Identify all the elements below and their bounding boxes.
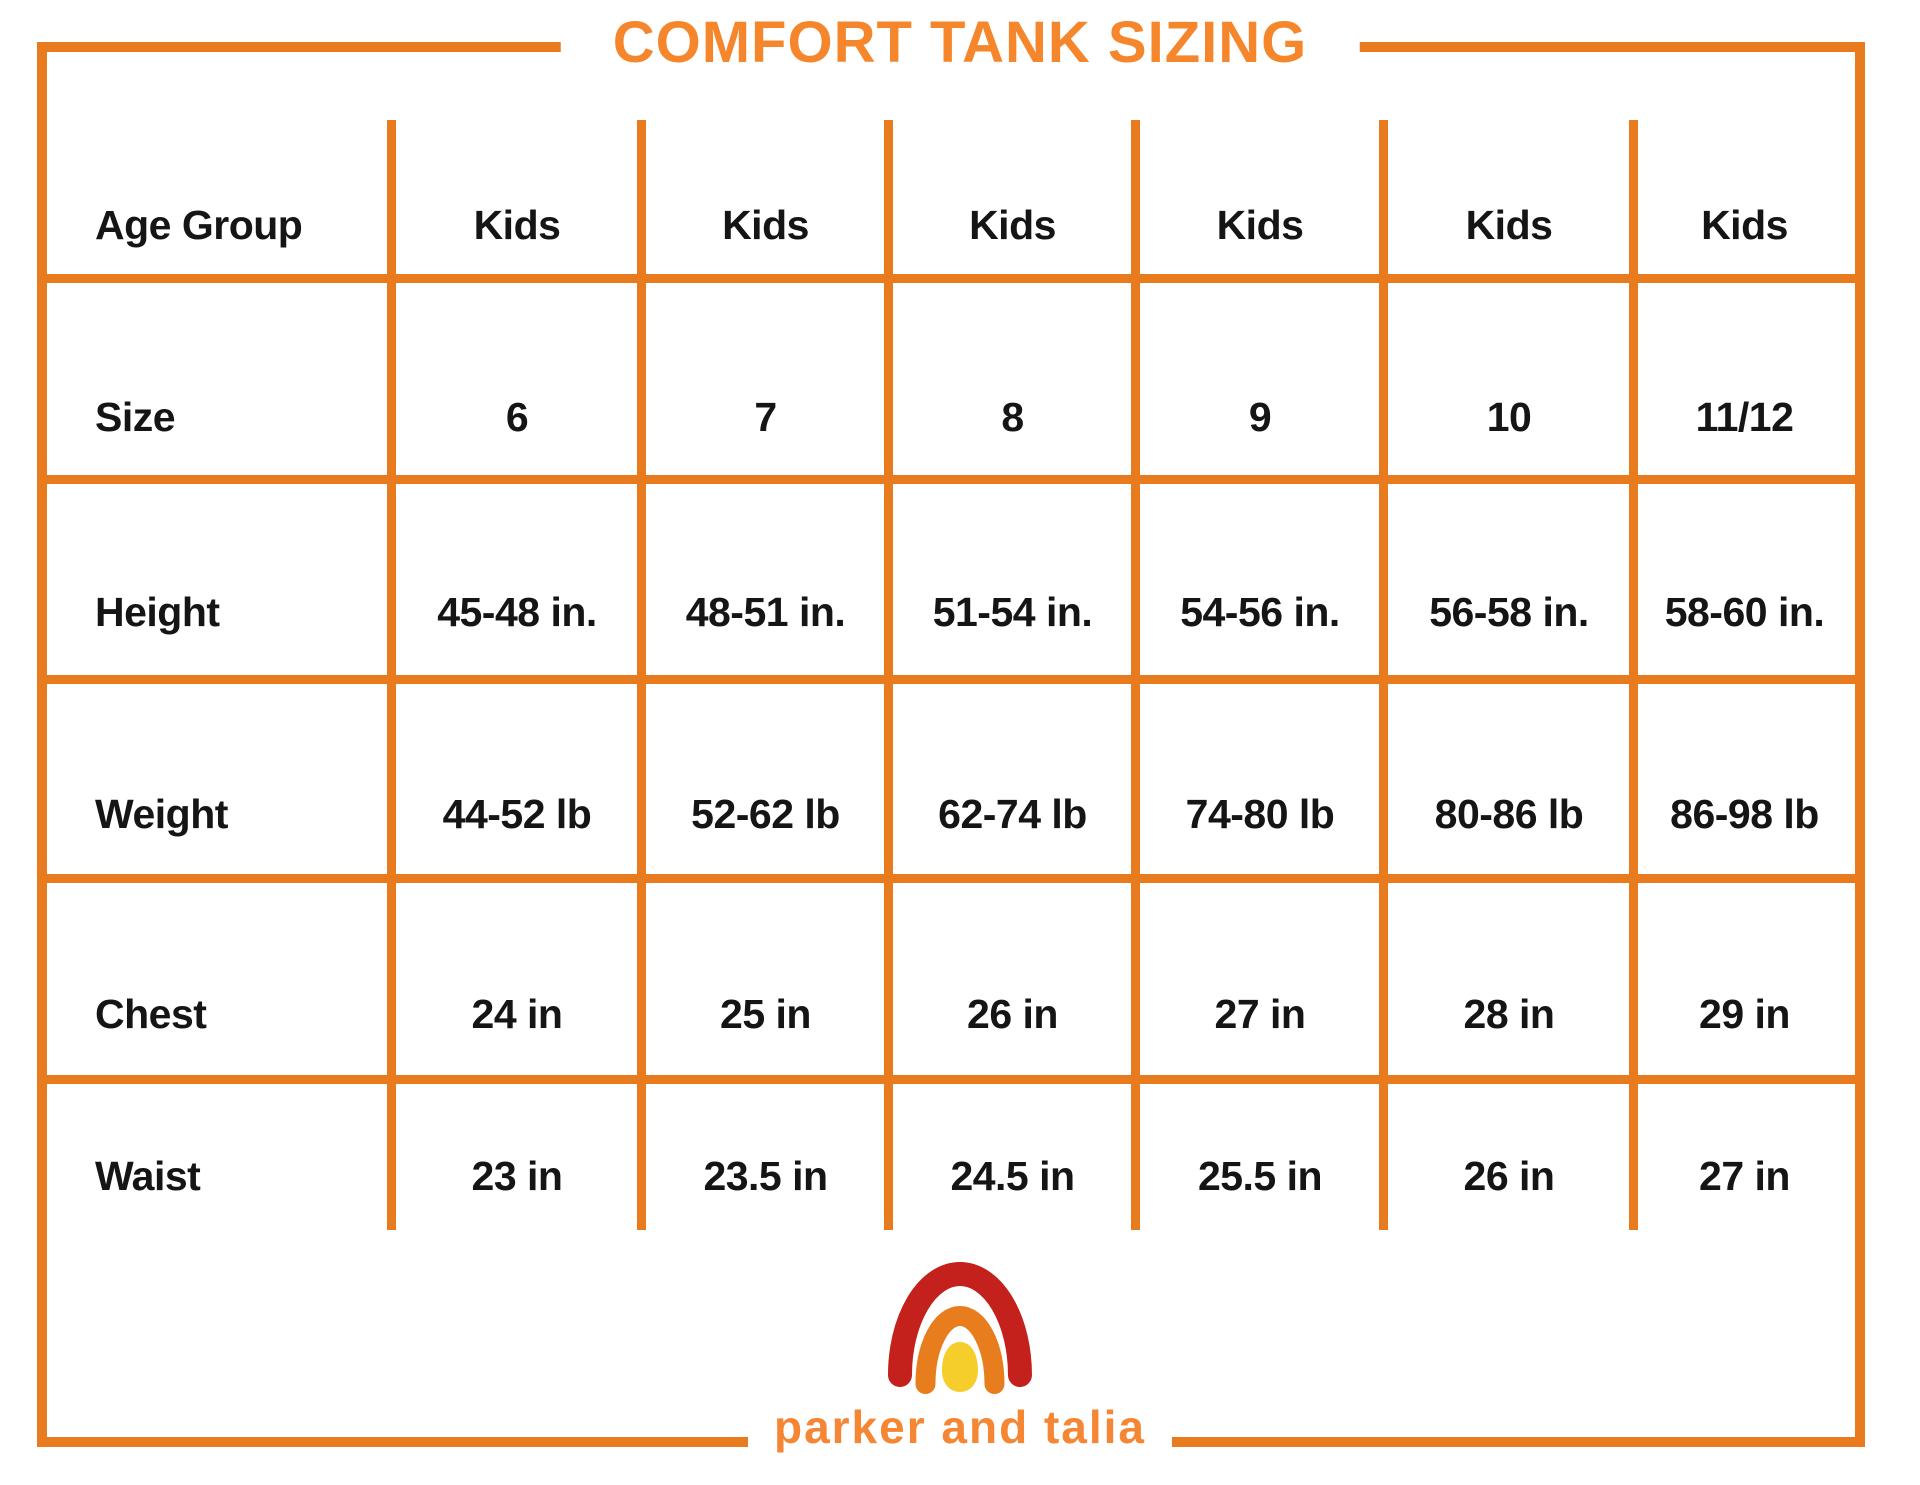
column-divider-line — [884, 120, 893, 1230]
table-cell: 86-98 lb — [1670, 790, 1819, 837]
table-cell: 26 in — [1463, 1152, 1555, 1199]
table-cell: 27 in — [1214, 990, 1306, 1037]
table-cell: 74-80 lb — [1185, 790, 1335, 837]
table-cell: 62-74 lb — [938, 790, 1087, 837]
table-cell: Kids — [722, 201, 809, 248]
table-cell: 24.5 in — [950, 1152, 1075, 1199]
rainbow-logo-icon — [887, 1262, 1032, 1394]
table-cell: Kids — [1216, 201, 1304, 248]
table-cell: Kids — [1465, 201, 1553, 248]
table-row: Height 45-48 in. 48-51 in. 51-54 in. 54-56 i… — [47, 480, 1855, 680]
row-divider-line — [47, 1075, 1855, 1084]
sizing-table: Age Group Kids Kids Kids Kids Kids Kids Size 6 7 8… — [47, 52, 1855, 1437]
row-label: Size — [95, 393, 176, 440]
table-cell: 27 in — [1699, 1152, 1790, 1199]
table-cell: Kids — [1701, 201, 1788, 248]
rainbow-sun-blob — [941, 1342, 978, 1392]
table-cell: Kids — [473, 201, 561, 248]
column-divider-line — [1629, 120, 1638, 1230]
table-row: Weight 44-52 lb 52-62 lb 62-74 lb 74-80 lb 80… — [47, 680, 1855, 879]
table-cell: 44-52 lb — [442, 790, 592, 837]
table-cell: 26 in — [967, 990, 1058, 1037]
table-cell: 52-62 lb — [691, 790, 840, 837]
table-cell: 8 — [1001, 393, 1024, 440]
table-cell: 25.5 in — [1197, 1152, 1323, 1199]
table-cell: 6 — [505, 393, 529, 440]
page-title: COMFORT TANK SIZING — [560, 8, 1360, 78]
brand-logo: parker and talia — [747, 1262, 1173, 1456]
table-cell: 54-56 in. — [1180, 588, 1340, 635]
row-label: Age Group — [95, 201, 303, 248]
column-divider-line — [637, 120, 646, 1230]
table-cell: 51-54 in. — [932, 588, 1093, 635]
row-label: Weight — [95, 790, 228, 837]
row-label: Height — [95, 588, 220, 635]
row-divider-line — [47, 475, 1855, 484]
row-label: Waist — [95, 1152, 201, 1199]
rainbow-outer-arc — [887, 1262, 1032, 1387]
table-cell: 9 — [1248, 393, 1272, 440]
table-row: Age Group Kids Kids Kids Kids Kids Kids — [47, 52, 1855, 279]
table-cell: Kids — [969, 201, 1056, 248]
table-cell: 45-48 in. — [437, 588, 597, 635]
table-cell: 56-58 in. — [1429, 588, 1589, 635]
rainbow-middle-arc — [915, 1306, 1005, 1394]
table-cell: 58-60 in. — [1664, 588, 1825, 635]
table-cell: 80-86 lb — [1434, 790, 1584, 837]
column-divider-line — [1131, 120, 1140, 1230]
table-cell: 10 — [1486, 393, 1532, 440]
row-divider-line — [47, 874, 1855, 883]
table-cell: 23.5 in — [703, 1152, 828, 1199]
column-divider-line — [387, 120, 396, 1230]
table-cell: 25 in — [720, 990, 811, 1037]
table-cell: 29 in — [1699, 990, 1790, 1037]
table-row: Chest 24 in 25 in 26 in 27 in 28 in 29 in — [47, 879, 1855, 1080]
table-row: Waist 23 in 23.5 in 24.5 in 25.5 in 26 in 27 i… — [47, 1080, 1855, 1230]
table-cell: 48-51 in. — [685, 588, 846, 635]
table-cell: 28 in — [1463, 990, 1555, 1037]
brand-name: parker and talia — [747, 1400, 1173, 1456]
table-row: Size 6 7 8 9 10 11/12 — [47, 279, 1855, 480]
table-cell: 11/12 — [1695, 393, 1794, 440]
row-divider-line — [47, 274, 1855, 283]
table-cell: 23 in — [471, 1152, 563, 1199]
row-divider-line — [47, 675, 1855, 684]
column-divider-line — [1379, 120, 1388, 1230]
table-cell: 24 in — [471, 990, 563, 1037]
row-label: Chest — [95, 990, 207, 1037]
table-cell: 7 — [754, 393, 777, 440]
